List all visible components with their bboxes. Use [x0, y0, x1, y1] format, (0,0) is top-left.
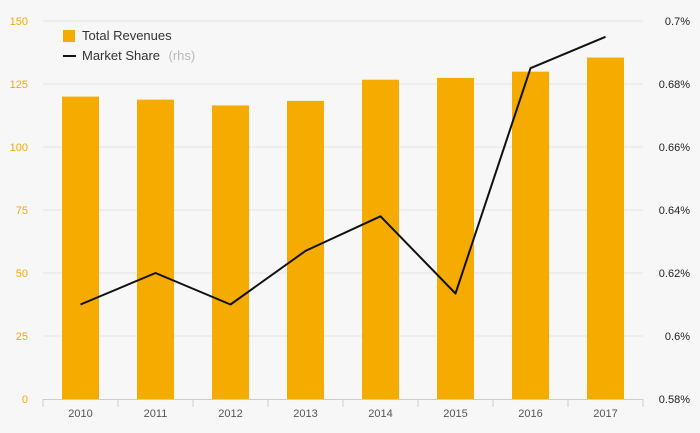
- gridlines: [43, 20, 643, 337]
- bar-2010: [62, 96, 99, 399]
- x-tick-label: 2010: [68, 408, 92, 420]
- bar-2017: [587, 57, 624, 399]
- bar-2011: [137, 99, 174, 400]
- y-left-tick-label: 125: [10, 79, 28, 91]
- x-axis: [42, 399, 644, 407]
- legend-label-total-revenues: Total Revenues: [82, 28, 172, 43]
- x-tick-label: 2011: [144, 408, 168, 420]
- legend-label-market-share-name: Market Share: [82, 48, 160, 63]
- y-left-tick-label: 75: [16, 205, 28, 217]
- y-left-tick-label: 0: [22, 394, 28, 406]
- bar-2016: [512, 71, 549, 399]
- x-tick-label: 2012: [218, 408, 242, 420]
- bar-2014: [362, 79, 399, 399]
- y-left-tick-label: 100: [10, 142, 28, 154]
- y-right-tick-label: 0.58%: [659, 394, 690, 406]
- x-tick-label: 2013: [293, 408, 317, 420]
- y-left-tick-label: 150: [10, 16, 28, 28]
- x-tick-label: 2017: [593, 408, 617, 420]
- legend-label-market-share-suffix: (rhs): [169, 48, 196, 63]
- y-right-tick-label: 0.6%: [665, 331, 690, 343]
- line-market-share: [80, 35, 606, 306]
- y-axis-left-ticks: 0 25 50 75 100 125 150: [10, 16, 28, 406]
- legend: Total Revenues Market Share (rhs): [63, 28, 195, 64]
- y-left-tick-label: 50: [16, 268, 28, 280]
- y-right-tick-label: 0.68%: [659, 79, 690, 91]
- market-share-line: [80, 35, 606, 306]
- y-left-tick-label: 25: [16, 331, 28, 343]
- x-axis-ticks: 2010 2011 2012 2013 2014 2015 2016 2017: [68, 408, 617, 420]
- y-right-tick-label: 0.7%: [665, 16, 690, 28]
- x-tick-label: 2014: [368, 408, 392, 420]
- revenue-bars: [62, 57, 624, 400]
- y-right-tick-label: 0.66%: [659, 142, 690, 154]
- y-axis-right-ticks: 0.58% 0.6% 0.62% 0.64% 0.66% 0.68% 0.7%: [659, 16, 690, 406]
- bar-2015: [437, 77, 474, 400]
- legend-swatch-total-revenues: [63, 30, 75, 42]
- x-tick-label: 2016: [518, 408, 542, 420]
- bar-2012: [212, 105, 249, 400]
- legend-label-market-share: Market Share (rhs): [82, 47, 195, 64]
- y-right-tick-label: 0.64%: [659, 205, 690, 217]
- y-right-tick-label: 0.62%: [659, 268, 690, 280]
- x-tick-label: 2015: [443, 408, 467, 420]
